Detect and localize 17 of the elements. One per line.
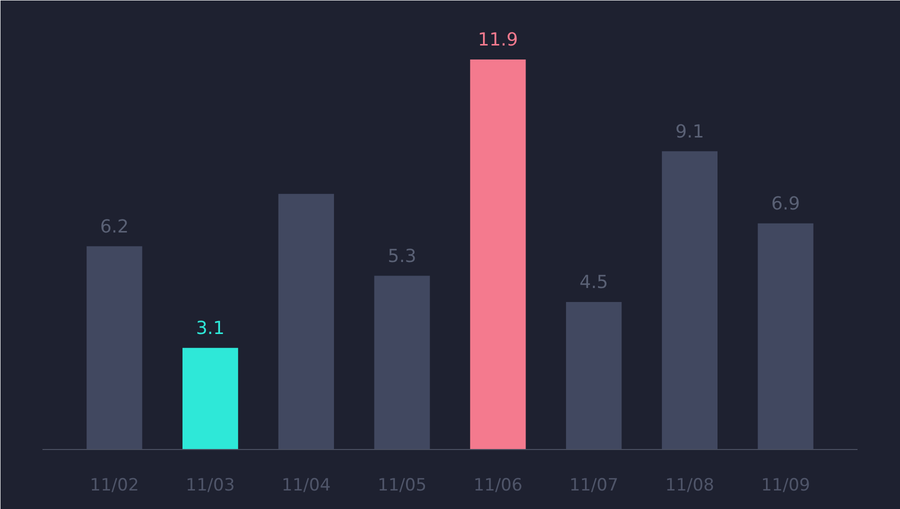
data-label: 6.9 [771,193,800,214]
data-label: 5.3 [388,246,416,267]
data-label: 4.5 [580,272,608,294]
x-tick-label: 11/03 [186,476,235,496]
bar [470,60,526,450]
x-tick-label: 11/06 [473,476,522,496]
data-label: 11.9 [478,30,518,50]
bar [182,348,238,450]
data-label: 9.1 [675,121,704,142]
x-tick-label: 11/09 [761,476,810,496]
x-tick-label: 11/08 [665,476,714,496]
x-tick-label: 11/05 [378,476,427,496]
data-label: 6.2 [100,216,129,238]
x-tick-label: 11/02 [90,476,139,496]
x-tick-label: 11/04 [282,476,331,496]
x-tick-label: 11/07 [569,476,618,496]
data-label: 3.1 [196,318,225,339]
